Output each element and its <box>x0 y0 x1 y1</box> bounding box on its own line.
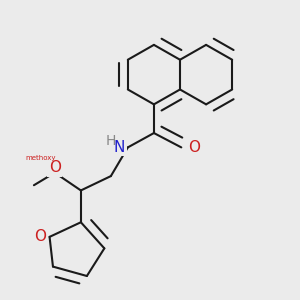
Text: N: N <box>114 140 125 155</box>
Text: O: O <box>34 230 46 244</box>
Text: H: H <box>106 134 116 148</box>
Text: methoxy: methoxy <box>25 155 56 161</box>
Text: O: O <box>49 160 61 175</box>
Text: O: O <box>188 140 200 155</box>
